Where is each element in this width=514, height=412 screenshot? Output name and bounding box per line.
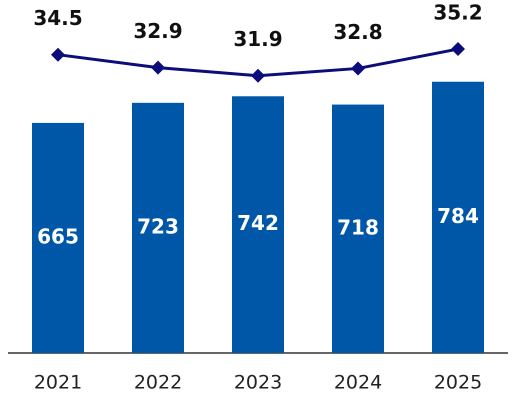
x-tick-label: 2021 (34, 372, 82, 394)
bar-value-label: 665 (37, 224, 79, 248)
line-value-label: 32.9 (133, 19, 182, 43)
line-marker (51, 47, 65, 62)
line-value-label: 34.5 (33, 6, 82, 30)
bar (32, 122, 84, 353)
line-value-label: 31.9 (233, 27, 282, 51)
line-marker (151, 60, 165, 75)
line-marker (251, 68, 265, 83)
line-value-label: 35.2 (433, 1, 482, 25)
line-value-label: 32.8 (333, 20, 382, 44)
line-marker (351, 61, 365, 76)
bar (132, 102, 184, 353)
bar (432, 81, 484, 354)
bar (232, 96, 284, 353)
bar-value-label: 718 (337, 215, 379, 239)
bar-value-label: 784 (437, 204, 479, 228)
bar-value-label: 742 (237, 211, 279, 235)
x-tick-label: 2022 (134, 372, 182, 394)
line-marker (451, 42, 465, 57)
bar-value-label: 723 (137, 214, 179, 238)
x-tick-label: 2025 (434, 372, 482, 394)
x-tick-label: 2024 (334, 372, 382, 394)
x-tick-label: 2023 (234, 372, 282, 394)
bar (332, 104, 384, 354)
